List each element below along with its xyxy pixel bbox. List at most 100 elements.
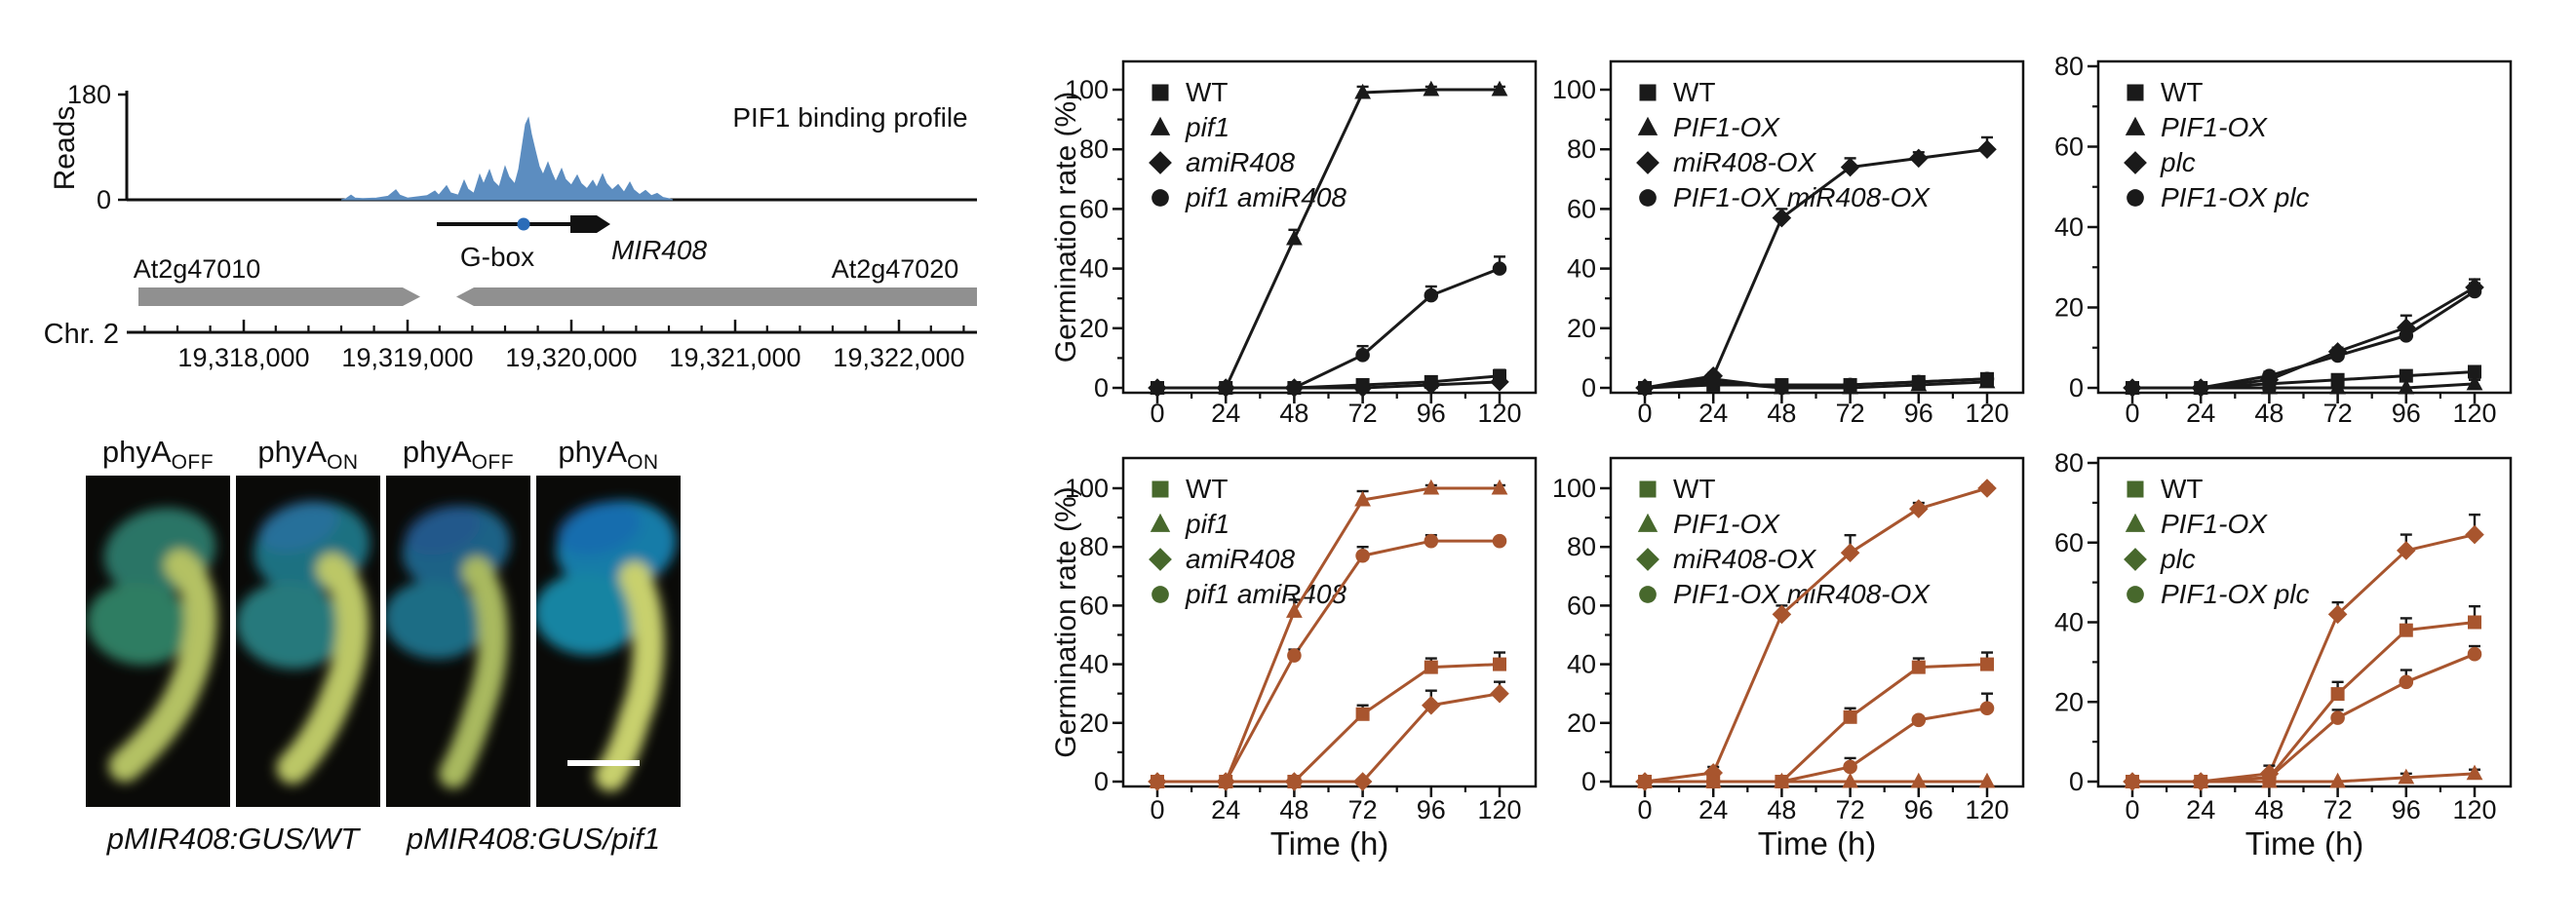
svg-text:20: 20 bbox=[1079, 314, 1109, 343]
svg-text:WT: WT bbox=[2161, 474, 2204, 504]
seedling-photo-3 bbox=[386, 476, 530, 807]
svg-text:60: 60 bbox=[1567, 194, 1596, 223]
svg-text:0: 0 bbox=[2069, 373, 2084, 402]
svg-text:PIF1 binding profile: PIF1 binding profile bbox=[732, 102, 967, 133]
svg-text:40: 40 bbox=[2054, 608, 2084, 637]
svg-text:pif1: pif1 bbox=[1185, 509, 1229, 539]
svg-text:0: 0 bbox=[1150, 399, 1164, 428]
svg-text:60: 60 bbox=[1567, 591, 1596, 620]
svg-text:96: 96 bbox=[1417, 399, 1446, 428]
svg-text:PIF1-OX: PIF1-OX bbox=[1673, 112, 1780, 142]
svg-text:48: 48 bbox=[1767, 399, 1796, 428]
svg-text:0: 0 bbox=[1094, 767, 1109, 796]
svg-text:120: 120 bbox=[1477, 795, 1521, 824]
svg-text:48: 48 bbox=[1279, 399, 1308, 428]
svg-text:100: 100 bbox=[1065, 75, 1109, 104]
svg-text:24: 24 bbox=[1698, 795, 1728, 824]
svg-text:plc: plc bbox=[2160, 147, 2196, 177]
svg-text:120: 120 bbox=[1477, 399, 1521, 428]
svg-text:120: 120 bbox=[2452, 399, 2496, 428]
svg-text:amiR408: amiR408 bbox=[1186, 147, 1295, 177]
svg-text:Germination rate (%): Germination rate (%) bbox=[1053, 486, 1082, 757]
svg-text:20: 20 bbox=[1567, 314, 1596, 343]
germination-charts: 0 24 48 72 96 120 0 20 40 60 80 100 Germination rate… bbox=[1053, 52, 2513, 862]
svg-text:19,318,000: 19,318,000 bbox=[177, 343, 309, 372]
phya-base: phyA bbox=[558, 435, 628, 469]
svg-text:80: 80 bbox=[1567, 532, 1596, 561]
svg-text:48: 48 bbox=[1767, 795, 1796, 824]
mir408-gene-arrow bbox=[570, 215, 610, 233]
svg-text:96: 96 bbox=[2392, 795, 2421, 824]
svg-text:72: 72 bbox=[2323, 399, 2353, 428]
phya-base: phyA bbox=[402, 435, 472, 469]
photo-label-1: phyAOFF bbox=[101, 435, 214, 474]
svg-text:pif1 amiR408: pif1 amiR408 bbox=[1185, 182, 1347, 212]
svg-text:60: 60 bbox=[2054, 133, 2084, 162]
svg-text:72: 72 bbox=[1348, 795, 1378, 824]
svg-text:48: 48 bbox=[1279, 795, 1308, 824]
photo-label-2: phyAON bbox=[257, 435, 358, 474]
photo-caption-wt: pMIR408:GUS/WT bbox=[106, 822, 360, 856]
svg-text:60: 60 bbox=[1079, 194, 1109, 223]
svg-text:72: 72 bbox=[1836, 399, 1865, 428]
svg-text:G-box: G-box bbox=[460, 242, 534, 272]
svg-text:miR408-OX: miR408-OX bbox=[1673, 147, 1817, 177]
gene-box-at2g47010 bbox=[138, 287, 420, 306]
svg-text:At2g47010: At2g47010 bbox=[134, 254, 261, 284]
svg-text:0: 0 bbox=[97, 185, 111, 214]
svg-text:24: 24 bbox=[1698, 399, 1728, 428]
svg-text:0: 0 bbox=[1581, 373, 1596, 402]
svg-text:40: 40 bbox=[1567, 650, 1596, 679]
seedling-photo-4 bbox=[536, 476, 681, 807]
svg-text:amiR408: amiR408 bbox=[1186, 544, 1295, 574]
seedling-photo-1 bbox=[86, 476, 230, 807]
svg-text:19,322,000: 19,322,000 bbox=[833, 343, 964, 372]
phya-base: phyA bbox=[101, 435, 172, 469]
svg-text:19,319,000: 19,319,000 bbox=[341, 343, 473, 372]
svg-text:40: 40 bbox=[2054, 212, 2084, 242]
svg-text:72: 72 bbox=[1836, 795, 1865, 824]
svg-text:20: 20 bbox=[2054, 293, 2084, 323]
chart-panel-5: 0 24 48 72 96 120 0 20 40 60 80 100 Time (h) WT PIF1-O… bbox=[1552, 456, 2025, 862]
svg-text:100: 100 bbox=[1552, 474, 1596, 503]
svg-text:40: 40 bbox=[1079, 650, 1109, 679]
svg-text:60: 60 bbox=[1079, 591, 1109, 620]
genome-track: 180 0 Reads PIF1 binding profile G-box MIR408… bbox=[44, 80, 977, 372]
seedling-photo-2 bbox=[236, 476, 380, 807]
svg-text:20: 20 bbox=[1567, 708, 1596, 738]
chart-panel-2: 0 24 48 72 96 120 0 20 40 60 80 100 WT PIF1-OX miR408-… bbox=[1552, 59, 2025, 428]
photo-label-4: phyAON bbox=[558, 435, 658, 474]
svg-text:Chr. 2: Chr. 2 bbox=[44, 319, 119, 350]
phya-sub: ON bbox=[627, 451, 659, 474]
svg-text:plc: plc bbox=[2160, 544, 2196, 574]
photo-caption-pif1: pMIR408:GUS/pif1 bbox=[406, 822, 661, 856]
svg-text:PIF1-OX plc: PIF1-OX plc bbox=[2161, 579, 2309, 609]
svg-text:24: 24 bbox=[2186, 795, 2215, 824]
svg-text:0: 0 bbox=[1581, 767, 1596, 796]
svg-text:72: 72 bbox=[2323, 795, 2353, 824]
svg-text:0: 0 bbox=[2125, 795, 2139, 824]
svg-text:WT: WT bbox=[1673, 474, 1716, 504]
svg-text:72: 72 bbox=[1348, 399, 1378, 428]
svg-text:80: 80 bbox=[1079, 532, 1109, 561]
pif1-binding-profile-peak bbox=[340, 116, 674, 201]
svg-text:48: 48 bbox=[2254, 795, 2283, 824]
svg-text:PIF1-OX plc: PIF1-OX plc bbox=[2161, 182, 2309, 212]
chart-panel-3: 0 24 48 72 96 120 0 20 40 60 80 WT PIF1-OX plc PIF1-OX… bbox=[2054, 52, 2513, 428]
gbox-dot bbox=[517, 217, 530, 231]
svg-text:Time (h): Time (h) bbox=[1758, 825, 1877, 862]
svg-text:0: 0 bbox=[2125, 399, 2139, 428]
phya-sub: ON bbox=[327, 451, 359, 474]
gene-box-at2g47020 bbox=[456, 287, 977, 306]
svg-text:pif1 amiR408: pif1 amiR408 bbox=[1185, 579, 1347, 609]
svg-text:pif1: pif1 bbox=[1185, 112, 1229, 142]
svg-text:MIR408: MIR408 bbox=[611, 235, 707, 265]
svg-text:80: 80 bbox=[2054, 52, 2084, 81]
svg-text:0: 0 bbox=[1150, 795, 1164, 824]
scale-bar bbox=[567, 760, 640, 766]
svg-text:0: 0 bbox=[2069, 767, 2084, 796]
svg-text:At2g47020: At2g47020 bbox=[832, 254, 959, 284]
